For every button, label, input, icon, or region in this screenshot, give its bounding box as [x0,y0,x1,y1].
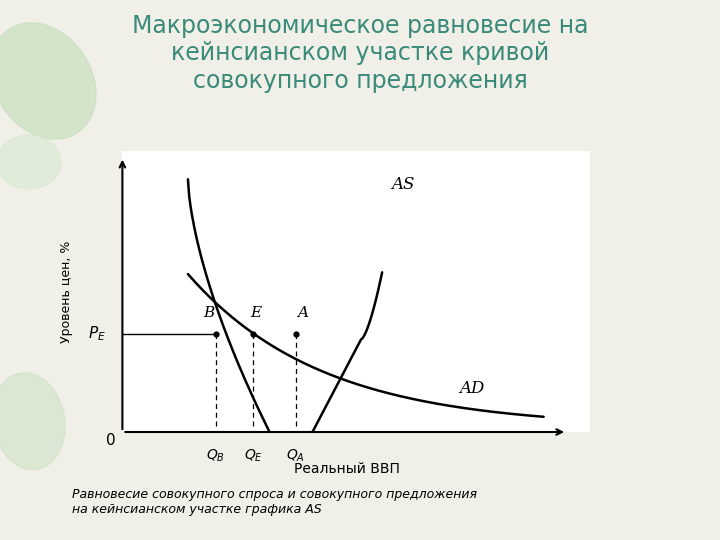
Text: AS: AS [392,177,415,193]
Ellipse shape [0,135,61,189]
Text: B: B [203,306,215,320]
Text: Равновесие совокупного спроса и совокупного предложения
на кейнсианском участке : Равновесие совокупного спроса и совокупн… [72,488,477,516]
Text: $Q_A$: $Q_A$ [286,448,305,464]
Text: $Q_B$: $Q_B$ [207,448,225,464]
Ellipse shape [0,23,96,139]
Text: 0: 0 [106,433,115,448]
Text: E: E [251,306,261,320]
Text: Реальный ВВП: Реальный ВВП [294,462,400,476]
Text: AD: AD [459,380,485,397]
Text: A: A [297,306,308,320]
Ellipse shape [0,373,65,470]
Text: Уровень цен, %: Уровень цен, % [60,240,73,343]
Text: $P_E$: $P_E$ [88,325,106,343]
Text: $Q_E$: $Q_E$ [244,448,263,464]
Text: Макроэкономическое равновесие на
кейнсианском участке кривой
совокупного предлож: Макроэкономическое равновесие на кейнсиа… [132,14,588,93]
